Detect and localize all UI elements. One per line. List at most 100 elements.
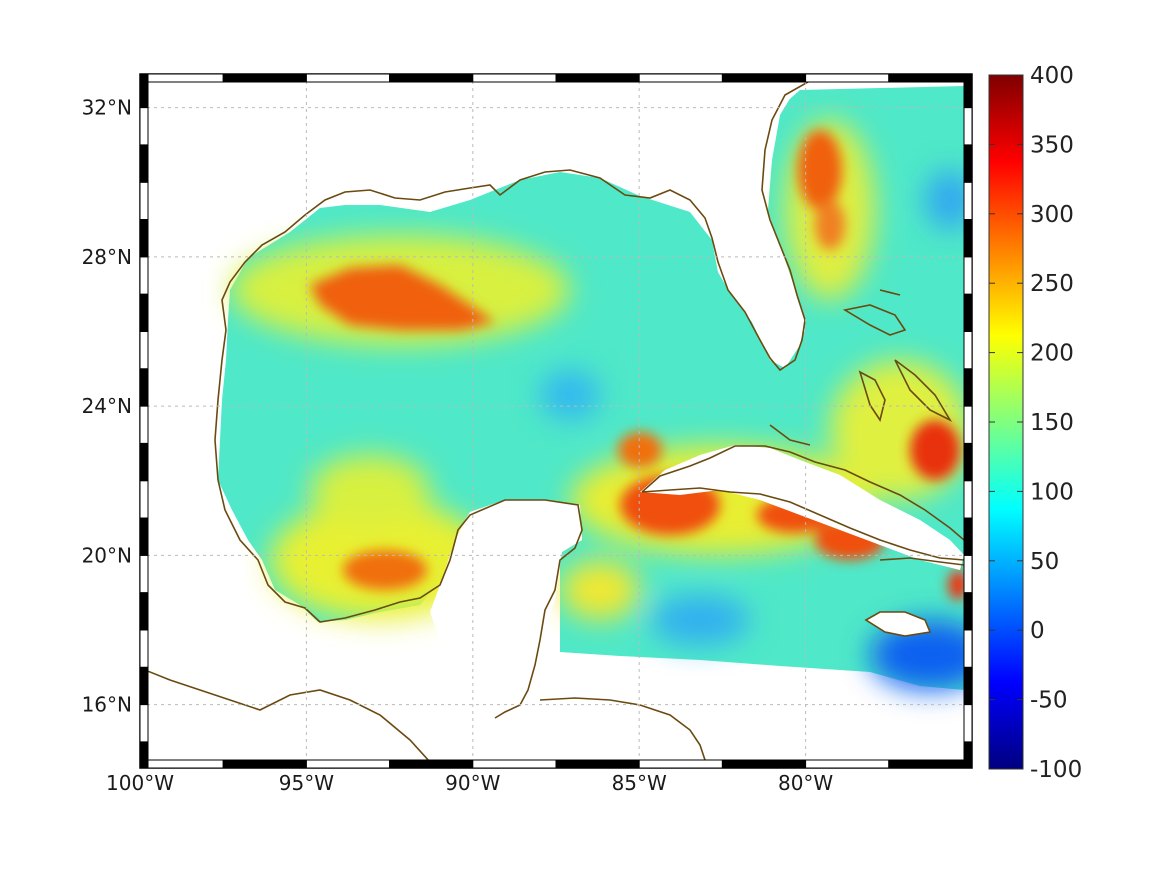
frame-bar-bottom-6 [638, 759, 723, 769]
colorbar-label-0: 400 [1030, 63, 1074, 89]
frame-bar-left-15 [139, 181, 149, 221]
x-tick-label-0: 100°W [106, 771, 174, 795]
frame-bar-top-3 [389, 73, 474, 83]
frame-bar-left-10 [139, 368, 149, 407]
frame-bar-right-6 [963, 517, 973, 556]
colorbar-label-10: -100 [1030, 757, 1082, 783]
bahamas-islands [769, 289, 953, 446]
x-tick-label-3: 85°W [612, 771, 667, 795]
colorbar-label-9: -50 [1030, 688, 1068, 714]
frame-bar-left-14 [139, 219, 149, 258]
gulf-low [540, 370, 600, 420]
x-tick-label-1: 95°W [279, 771, 334, 795]
frame-bar-right-4 [963, 592, 973, 631]
y-tick-labels: 32°N 28°N 24°N 20°N 16°N [82, 96, 132, 717]
frame-bar-right-17 [963, 107, 973, 146]
x-tick-label-4: 80°W [778, 771, 833, 795]
colorbar-label-8: 0 [1030, 618, 1045, 644]
frame-bar-bottom-1 [222, 759, 307, 769]
frame-bar-left-9 [139, 405, 149, 444]
frame-bar-right-15 [963, 181, 973, 221]
mexico-coast [217, 479, 583, 719]
yucatan-land [430, 500, 582, 720]
frame-bar-top-4 [472, 73, 557, 83]
frame-bar-top-1 [222, 73, 307, 83]
frame-bar-right-11 [963, 330, 973, 370]
frame-bar-left-4 [139, 592, 149, 631]
frame-bar-left-18 [139, 73, 149, 109]
caribbean-low [870, 620, 964, 690]
frame-bar-left-17 [139, 107, 149, 146]
frame-bar-left-8 [139, 442, 149, 482]
frame-bar-top-7 [721, 73, 807, 83]
frame-bar-right-13 [963, 256, 973, 295]
frame-bar-bottom-3 [389, 759, 474, 769]
coastlines [148, 82, 964, 760]
frame-bar-left-1 [139, 704, 149, 743]
frame-bar-left-13 [139, 256, 149, 295]
frame-bar-bottom-8 [805, 759, 890, 769]
frame-bar-top-0 [139, 73, 224, 83]
cuba-coast [641, 445, 964, 561]
frame-bar-right-1 [963, 704, 973, 743]
frame-bar-left-5 [139, 554, 149, 594]
frame-bar-left-16 [139, 144, 149, 183]
x-tick-labels: 100°W 95°W 90°W 85°W 80°W [106, 771, 833, 795]
frame-bar-right-8 [963, 442, 973, 482]
frame-bar-right-16 [963, 144, 973, 183]
frame-bar-bottom-5 [555, 759, 640, 769]
colorbar-label-1: 350 [1030, 132, 1074, 158]
hispaniola-coast [879, 557, 964, 566]
frame-bar-right-9 [963, 405, 973, 444]
jamaica-coast [864, 611, 932, 637]
gridlines [140, 74, 972, 768]
georgia-high [798, 130, 842, 210]
colorbar-label-7: 50 [1030, 549, 1059, 575]
frame-bar-bottom-9 [888, 759, 973, 769]
frame-bar-right-5 [963, 554, 973, 594]
colorbar-tick-labels: 400 350 300 250 200 150 100 50 0 -50 -100 [989, 63, 1082, 783]
cuba-pinar-high [618, 432, 662, 468]
frame-bar-right-7 [963, 480, 973, 519]
colorbar-label-3: 250 [1030, 271, 1074, 297]
frame-bar-right-18 [963, 73, 973, 109]
florida-land [640, 82, 805, 368]
frame-bar-left-11 [139, 330, 149, 370]
frame-bar-left-3 [139, 629, 149, 668]
frame-bar-right-3 [963, 629, 973, 668]
colorbar-label-4: 200 [1030, 341, 1074, 367]
frame-bar-right-0 [963, 741, 973, 769]
central-america-coast [148, 670, 430, 760]
y-tick-label-3: 20°N [82, 543, 132, 567]
y-tick-label-4: 16°N [82, 693, 132, 717]
frame-bar-left-2 [139, 666, 149, 706]
frame-bar-bottom-2 [305, 759, 391, 769]
frame-bar-left-12 [139, 293, 149, 332]
caribbean-low-2 [650, 595, 750, 645]
honduras-coast [539, 697, 706, 760]
frame-bar-left-0 [139, 741, 149, 769]
gulf-north-coast [214, 82, 810, 481]
frame-bar-right-2 [963, 666, 973, 706]
x-tick-label-2: 90°W [445, 771, 500, 795]
frame-bar-top-2 [305, 73, 391, 83]
frame-bar-left-7 [139, 480, 149, 519]
atlantic-low [925, 170, 964, 230]
campeche-high [343, 550, 427, 590]
colorbar-label-6: 100 [1030, 479, 1074, 505]
frame-bar-bottom-7 [721, 759, 807, 769]
frame-bar-top-9 [888, 73, 973, 83]
frame-bar-right-10 [963, 368, 973, 407]
frame-bar-right-12 [963, 293, 973, 332]
y-tick-label-1: 28°N [82, 245, 132, 269]
texas-high [310, 265, 495, 330]
georgia-high-2 [815, 200, 845, 250]
colorbar-label-5: 150 [1030, 410, 1074, 436]
map-frame [139, 73, 973, 769]
frame-bar-left-6 [139, 517, 149, 556]
y-tick-label-2: 24°N [82, 394, 132, 418]
frame-bar-top-8 [805, 73, 890, 83]
frame-bar-bottom-4 [472, 759, 557, 769]
bahamas-high [910, 420, 960, 480]
